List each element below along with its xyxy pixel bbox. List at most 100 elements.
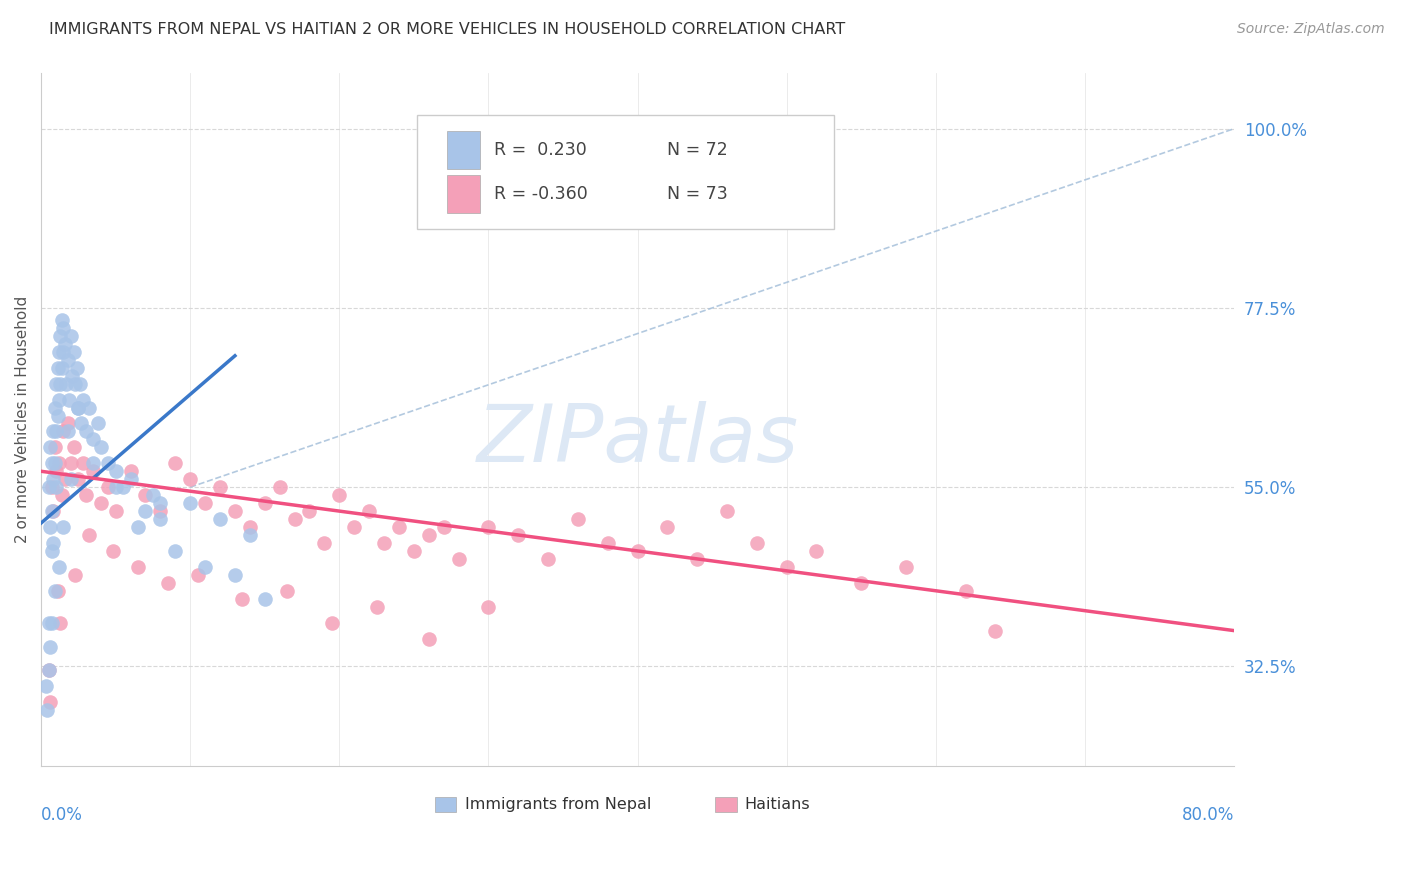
- Point: [44, 401, 66, 415]
- Point: [567, 512, 589, 526]
- Point: [72, 392, 94, 407]
- Point: [38, 615, 60, 630]
- Point: [849, 575, 872, 590]
- Text: R = -0.360: R = -0.360: [495, 186, 588, 203]
- Point: [70, 417, 93, 431]
- Point: [626, 544, 648, 558]
- Point: [42, 472, 65, 486]
- Text: R =  0.230: R = 0.230: [495, 141, 588, 159]
- Point: [298, 504, 321, 518]
- Point: [239, 520, 262, 534]
- Point: [58, 392, 80, 407]
- Point: [49, 329, 72, 343]
- Y-axis label: 2 or more Vehicles in Household: 2 or more Vehicles in Household: [15, 296, 30, 543]
- Point: [97, 456, 120, 470]
- Point: [745, 536, 768, 550]
- Text: 80.0%: 80.0%: [1181, 805, 1234, 824]
- Point: [48, 559, 70, 574]
- Point: [52, 321, 75, 335]
- Point: [41, 544, 63, 558]
- Point: [46, 409, 69, 423]
- Point: [48, 392, 70, 407]
- Point: [127, 559, 149, 574]
- Point: [686, 552, 709, 566]
- Point: [56, 425, 79, 439]
- Text: ZIPatlas: ZIPatlas: [477, 401, 799, 479]
- Point: [67, 401, 90, 415]
- Point: [187, 567, 209, 582]
- Point: [194, 496, 217, 510]
- Point: [284, 512, 307, 526]
- Point: [231, 591, 253, 606]
- FancyBboxPatch shape: [447, 175, 479, 213]
- Text: Source: ZipAtlas.com: Source: ZipAtlas.com: [1237, 22, 1385, 37]
- Point: [48, 456, 70, 470]
- Point: [44, 441, 66, 455]
- Point: [418, 528, 440, 542]
- Point: [75, 488, 97, 502]
- Point: [52, 425, 75, 439]
- Point: [179, 472, 201, 486]
- Point: [39, 640, 62, 654]
- Point: [77, 401, 100, 415]
- Point: [51, 488, 73, 502]
- FancyBboxPatch shape: [716, 797, 737, 813]
- Text: IMMIGRANTS FROM NEPAL VS HAITIAN 2 OR MORE VEHICLES IN HOUSEHOLD CORRELATION CHA: IMMIGRANTS FROM NEPAL VS HAITIAN 2 OR MO…: [49, 22, 845, 37]
- Point: [142, 488, 165, 502]
- Text: N = 72: N = 72: [668, 141, 728, 159]
- Point: [39, 520, 62, 534]
- Point: [56, 417, 79, 431]
- Point: [179, 496, 201, 510]
- Point: [477, 520, 499, 534]
- Point: [67, 472, 90, 486]
- Point: [134, 504, 156, 518]
- Point: [373, 536, 395, 550]
- Point: [127, 520, 149, 534]
- Point: [194, 559, 217, 574]
- Point: [508, 528, 530, 542]
- Point: [388, 520, 411, 534]
- Point: [402, 544, 425, 558]
- Point: [359, 504, 381, 518]
- Point: [41, 480, 63, 494]
- Point: [82, 464, 104, 478]
- Point: [165, 456, 187, 470]
- Text: Haitians: Haitians: [745, 797, 810, 812]
- Point: [69, 376, 91, 391]
- Text: N = 73: N = 73: [668, 186, 728, 203]
- Point: [42, 536, 65, 550]
- Point: [366, 599, 388, 614]
- Point: [90, 441, 112, 455]
- Point: [156, 575, 179, 590]
- Point: [104, 480, 127, 494]
- Point: [39, 441, 62, 455]
- Point: [224, 504, 246, 518]
- Point: [165, 544, 187, 558]
- Point: [41, 504, 63, 518]
- Point: [657, 520, 679, 534]
- Point: [41, 456, 63, 470]
- Point: [120, 464, 142, 478]
- Point: [149, 504, 172, 518]
- Point: [45, 480, 67, 494]
- Point: [343, 520, 366, 534]
- Point: [63, 441, 86, 455]
- Point: [49, 376, 72, 391]
- Point: [75, 425, 97, 439]
- Point: [253, 591, 276, 606]
- Point: [239, 528, 262, 542]
- Point: [77, 528, 100, 542]
- Point: [42, 425, 65, 439]
- Point: [53, 472, 76, 486]
- Point: [208, 512, 231, 526]
- Point: [44, 583, 66, 598]
- Point: [66, 360, 89, 375]
- Point: [45, 464, 67, 478]
- Point: [42, 504, 65, 518]
- Point: [112, 480, 135, 494]
- FancyBboxPatch shape: [447, 130, 479, 169]
- Point: [59, 472, 82, 486]
- Point: [97, 480, 120, 494]
- Point: [134, 488, 156, 502]
- Point: [51, 313, 73, 327]
